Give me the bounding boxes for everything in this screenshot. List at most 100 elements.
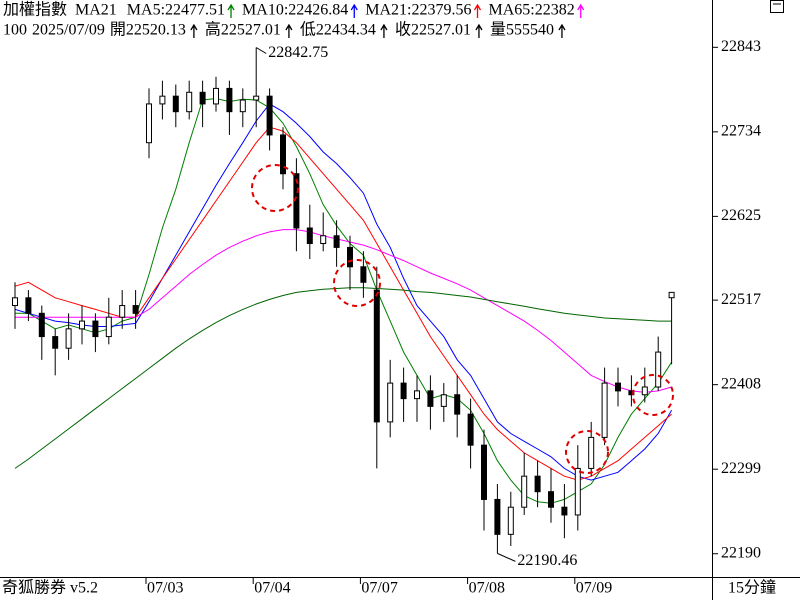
axis-panel — [713, 0, 800, 600]
candle-body — [615, 382, 621, 392]
y-tick-label: 22190 — [721, 544, 761, 561]
candle-body — [146, 103, 152, 144]
candle-body — [186, 91, 193, 113]
candle-body — [548, 491, 554, 508]
legend-label: MA10:22426.84 — [242, 2, 348, 19]
candle-body — [92, 320, 99, 338]
candle-body — [25, 297, 32, 314]
candle-body — [454, 394, 461, 415]
y-tick-label: 22517 — [721, 291, 761, 308]
legend-label: MA21:22379.56 — [365, 2, 471, 19]
arrow-icon — [227, 3, 235, 18]
candle-body — [253, 95, 260, 101]
candle-body — [38, 312, 45, 338]
candle-body — [280, 134, 286, 175]
candle-body — [655, 351, 662, 388]
arrow-icon — [577, 3, 585, 18]
quote-info: 量555540 — [490, 22, 554, 39]
time-axis-panel — [0, 578, 800, 600]
y-tick-label: 22734 — [721, 123, 761, 140]
y-tick-label: 22408 — [721, 375, 761, 392]
plot-area: 22842.75 22190.46 — [12, 44, 675, 569]
arrow-icon — [380, 23, 388, 38]
y-tick-label: 22843 — [721, 38, 761, 55]
candle-body — [641, 386, 648, 396]
candle-body — [333, 235, 340, 248]
app-name: 奇狐勝券 v5.2 — [2, 579, 98, 597]
candle-body — [172, 95, 179, 113]
quote-info: 100 — [3, 22, 27, 39]
candle-body — [306, 227, 313, 245]
candle-body — [65, 328, 72, 349]
x-tick-label: 07/07 — [361, 580, 397, 597]
candle-body — [467, 413, 474, 446]
candle-body — [601, 382, 608, 438]
candle-body — [534, 475, 541, 493]
candle-body — [481, 444, 487, 500]
candle-body — [561, 506, 568, 516]
quote-info: 收22527.01 — [395, 21, 471, 39]
candle-body — [588, 436, 595, 469]
period-label: 15分鐘 — [728, 579, 776, 597]
candle-body — [119, 305, 126, 318]
arrow-icon — [473, 3, 482, 18]
candle-body — [494, 498, 501, 535]
annotation-leader — [255, 47, 267, 54]
ma-line — [14, 103, 673, 481]
highlight-circles — [251, 164, 674, 474]
candle-body — [507, 506, 514, 535]
candle-body — [427, 390, 434, 407]
candle-body — [373, 289, 380, 423]
arrow-icon — [285, 23, 293, 38]
arrow-icon — [475, 23, 483, 38]
highlight-circle — [632, 374, 674, 416]
arrow-icon — [190, 23, 198, 38]
x-tick-label: 07/04 — [254, 580, 290, 597]
x-tick-label: 07/08 — [469, 580, 505, 597]
highlight-circle — [565, 430, 609, 474]
legend-label: MA65:22382 — [489, 2, 575, 19]
arrow-icon — [350, 3, 358, 18]
arrow-icon — [558, 23, 566, 38]
y-tick-label: 22299 — [721, 460, 761, 477]
candle-body — [12, 297, 18, 307]
annotation: 22842.75 — [268, 44, 328, 61]
ma-line — [15, 97, 673, 504]
candle-body — [521, 475, 528, 508]
x-tick-label: 07/09 — [576, 580, 612, 597]
legend-label: MA5:22477.51 — [127, 2, 225, 19]
indicator-name: MA21 — [75, 2, 117, 19]
quote-info: 2025/07/09 — [32, 22, 105, 39]
window-button[interactable] — [770, 0, 784, 13]
annotation-leader — [497, 552, 516, 562]
index-title: 加權指數 — [3, 1, 67, 19]
candle-body — [400, 382, 407, 400]
candle-body — [320, 235, 327, 245]
axes: 22190 22299 22408 22517 22625 22734 22843 07/03… — [145, 38, 761, 597]
y-tick-label: 22625 — [721, 207, 761, 224]
candle-body — [105, 316, 112, 338]
candle-body — [132, 305, 139, 314]
candle-body — [347, 246, 353, 268]
candle-body — [414, 390, 420, 400]
annotation: 22190.46 — [517, 552, 577, 569]
candle-body — [239, 99, 246, 113]
quote-info: 開22520.13 — [110, 22, 186, 39]
candle-body — [387, 382, 394, 423]
x-tick-label: 07/03 — [147, 580, 183, 597]
highlight-circle — [333, 259, 381, 307]
candle-body — [574, 467, 581, 516]
quote-info: 低22434.34 — [300, 21, 376, 39]
candle-body — [79, 320, 85, 330]
header: 加權指數 MA21 MA5:22477.51 MA10:22426.84 MA21:22… — [3, 1, 585, 39]
candle-body — [159, 95, 166, 105]
ma-line — [14, 287, 672, 469]
highlight-circle — [251, 164, 299, 212]
candle-body — [213, 87, 219, 105]
candle-body — [440, 394, 447, 407]
candle-body — [226, 87, 233, 113]
candle-body — [52, 336, 59, 349]
candle-body — [360, 266, 367, 283]
